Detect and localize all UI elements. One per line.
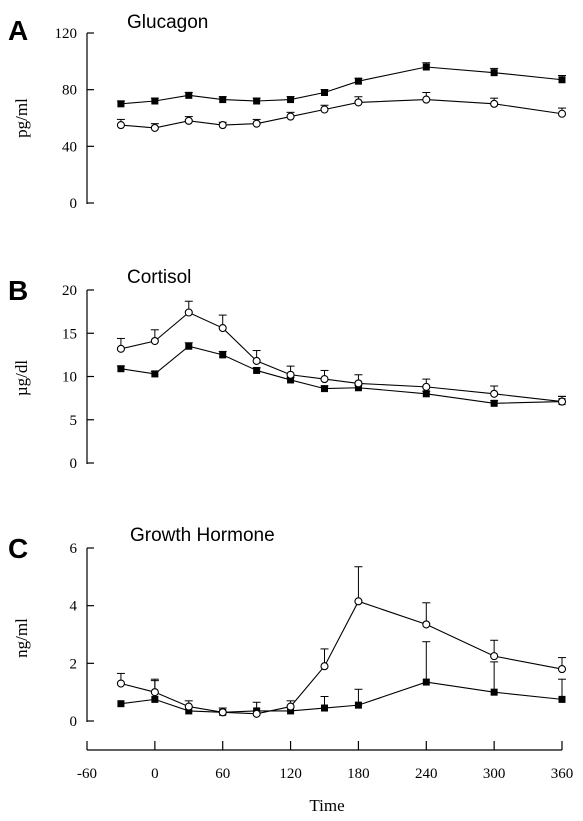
data-point-circle xyxy=(184,116,193,125)
y-axis-label-growth-hormone: ng/ml xyxy=(12,618,31,658)
data-point-square xyxy=(151,97,159,105)
y-tick-label: 0 xyxy=(70,196,78,212)
data-point-square xyxy=(253,366,261,374)
x-tick-label: 300 xyxy=(483,766,506,782)
data-point-circle xyxy=(422,620,431,629)
y-tick-label: 10 xyxy=(62,370,77,386)
panel-title-glucagon: Glucagon xyxy=(127,12,208,33)
panel-letter-b: B xyxy=(8,275,28,306)
data-point-circle xyxy=(150,123,159,132)
x-tick-label: 360 xyxy=(551,766,574,782)
data-point-circle xyxy=(218,121,227,130)
data-point-circle xyxy=(252,356,261,365)
y-axis-label-glucagon: pg/ml xyxy=(12,98,31,138)
data-point-square xyxy=(354,77,362,85)
y-tick-label: 15 xyxy=(62,326,77,342)
data-point-square xyxy=(151,370,159,378)
y-axis-label-cortisol: µg/dl xyxy=(12,360,31,397)
data-point-circle xyxy=(354,597,363,606)
data-point-square xyxy=(117,100,125,108)
data-point-square xyxy=(490,688,498,696)
data-point-circle xyxy=(116,121,125,130)
data-point-square xyxy=(185,91,193,99)
y-tick-label: 0 xyxy=(70,714,78,730)
data-point-square xyxy=(219,351,227,359)
plot-area: 0 40 80 120 0 5 10 15 20 0 2 4 6 -60 0 60 120 180 240 300 36… xyxy=(55,26,574,782)
data-point-circle xyxy=(184,702,193,711)
data-point-square xyxy=(151,695,159,703)
x-tick-label: 120 xyxy=(279,766,302,782)
data-point-circle xyxy=(490,389,499,398)
x-tick-label: 0 xyxy=(151,766,159,782)
data-point-square xyxy=(422,63,430,71)
x-tick-label: 240 xyxy=(415,766,438,782)
data-point-square xyxy=(185,342,193,350)
data-point-square xyxy=(117,365,125,373)
data-point-circle xyxy=(286,112,295,121)
data-point-circle xyxy=(150,688,159,697)
y-tick-label: 2 xyxy=(70,656,78,672)
data-point-square xyxy=(287,707,295,715)
data-point-square xyxy=(558,695,566,703)
data-point-circle xyxy=(252,709,261,718)
data-point-square xyxy=(287,376,295,384)
panel-title-growth-hormone: Growth Hormone xyxy=(130,525,275,546)
data-point-square xyxy=(354,701,362,709)
y-tick-label: 80 xyxy=(62,83,77,99)
data-point-circle xyxy=(490,652,499,661)
data-point-circle xyxy=(422,95,431,104)
data-point-circle xyxy=(320,375,329,384)
y-tick-label: 40 xyxy=(62,139,77,155)
y-tick-label: 5 xyxy=(70,413,78,429)
data-point-square xyxy=(253,97,261,105)
data-point-circle xyxy=(354,98,363,107)
data-point-circle xyxy=(557,109,567,118)
data-point-square xyxy=(558,76,566,84)
data-point-square xyxy=(422,390,430,398)
data-point-square xyxy=(321,89,328,96)
data-point-square xyxy=(321,385,328,393)
data-point-square xyxy=(490,69,498,77)
data-point-square xyxy=(185,707,193,715)
data-point-circle xyxy=(252,119,261,128)
y-tick-label: 120 xyxy=(55,26,78,42)
x-tick-label: 60 xyxy=(215,766,230,782)
x-axis-label: Time xyxy=(309,796,344,815)
panel-letter-c: C xyxy=(8,533,28,564)
y-tick-label: 0 xyxy=(70,456,78,472)
data-point-circle xyxy=(557,397,567,406)
y-tick-label: 20 xyxy=(62,283,77,299)
data-point-circle xyxy=(557,665,567,674)
data-point-square xyxy=(117,700,125,708)
data-point-circle xyxy=(354,379,363,388)
data-point-circle xyxy=(218,708,227,717)
data-point-square xyxy=(219,96,227,104)
data-point-circle xyxy=(184,308,193,317)
data-point-circle xyxy=(320,662,329,671)
data-point-circle xyxy=(422,382,431,391)
y-tick-label: 6 xyxy=(70,541,78,557)
data-point-square xyxy=(287,96,295,104)
data-point-circle xyxy=(286,370,295,379)
data-point-circle xyxy=(490,99,499,108)
x-tick-label: -60 xyxy=(77,766,97,782)
data-point-square xyxy=(321,704,328,712)
x-tick-label: 180 xyxy=(347,766,370,782)
panel-letter-a: A xyxy=(8,15,28,46)
data-point-circle xyxy=(286,702,295,711)
data-point-circle xyxy=(116,344,125,353)
data-point-square xyxy=(422,678,430,686)
y-tick-label: 4 xyxy=(70,599,78,615)
data-point-square xyxy=(354,384,362,392)
data-point-circle xyxy=(150,336,159,346)
data-point-circle xyxy=(116,679,125,688)
panel-title-cortisol: Cortisol xyxy=(127,267,191,288)
data-point-circle xyxy=(218,324,227,333)
data-point-circle xyxy=(320,105,329,114)
data-point-square xyxy=(490,399,498,407)
